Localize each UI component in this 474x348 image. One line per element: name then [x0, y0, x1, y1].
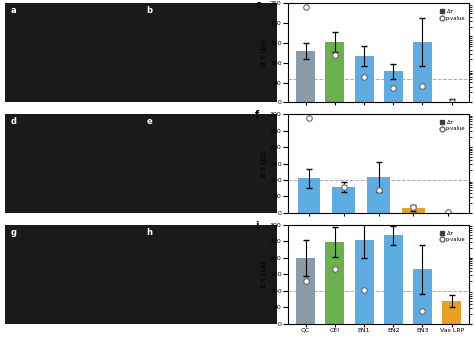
Point [340, 184, 347, 189]
Text: e: e [146, 117, 152, 126]
Point [419, 308, 426, 314]
Bar [296, 258, 315, 324]
Bar [355, 240, 374, 324]
Text: b: b [146, 7, 152, 15]
Point [390, 86, 397, 91]
Text: c: c [255, 0, 261, 9]
Bar [413, 42, 432, 102]
Text: d: d [10, 117, 16, 126]
Y-axis label: Δ τ (ps): Δ τ (ps) [261, 39, 267, 66]
Point [360, 287, 368, 293]
Text: a: a [10, 7, 16, 15]
Text: h: h [146, 228, 152, 237]
Point [302, 5, 310, 10]
Point [331, 267, 338, 272]
Text: g: g [10, 228, 16, 237]
Point [360, 74, 368, 79]
Text: i: i [255, 221, 259, 231]
Bar [384, 71, 403, 102]
Point [419, 83, 426, 88]
Point [302, 278, 310, 284]
Point [448, 99, 456, 104]
Point [375, 187, 383, 193]
Point [331, 52, 338, 58]
Point [410, 204, 417, 210]
Bar [384, 235, 403, 324]
Legend: $\Delta\tau$, p-value: $\Delta\tau$, p-value [439, 117, 466, 133]
Legend: $\Delta\tau$, p-value: $\Delta\tau$, p-value [439, 6, 466, 22]
Bar [442, 301, 461, 324]
Bar [413, 269, 432, 324]
Bar [298, 179, 320, 213]
Point [305, 115, 313, 121]
Point [445, 209, 452, 215]
Text: f: f [255, 110, 260, 120]
Y-axis label: Δ τ (ps): Δ τ (ps) [261, 150, 267, 177]
Bar [367, 177, 390, 213]
Bar [355, 56, 374, 102]
Bar [325, 242, 344, 324]
Legend: $\Delta\tau$, p-value: $\Delta\tau$, p-value [439, 228, 466, 243]
Y-axis label: Δ τ (ps): Δ τ (ps) [261, 261, 267, 288]
Bar [296, 51, 315, 102]
Bar [332, 187, 355, 213]
Bar [325, 42, 344, 102]
Bar [402, 208, 425, 213]
